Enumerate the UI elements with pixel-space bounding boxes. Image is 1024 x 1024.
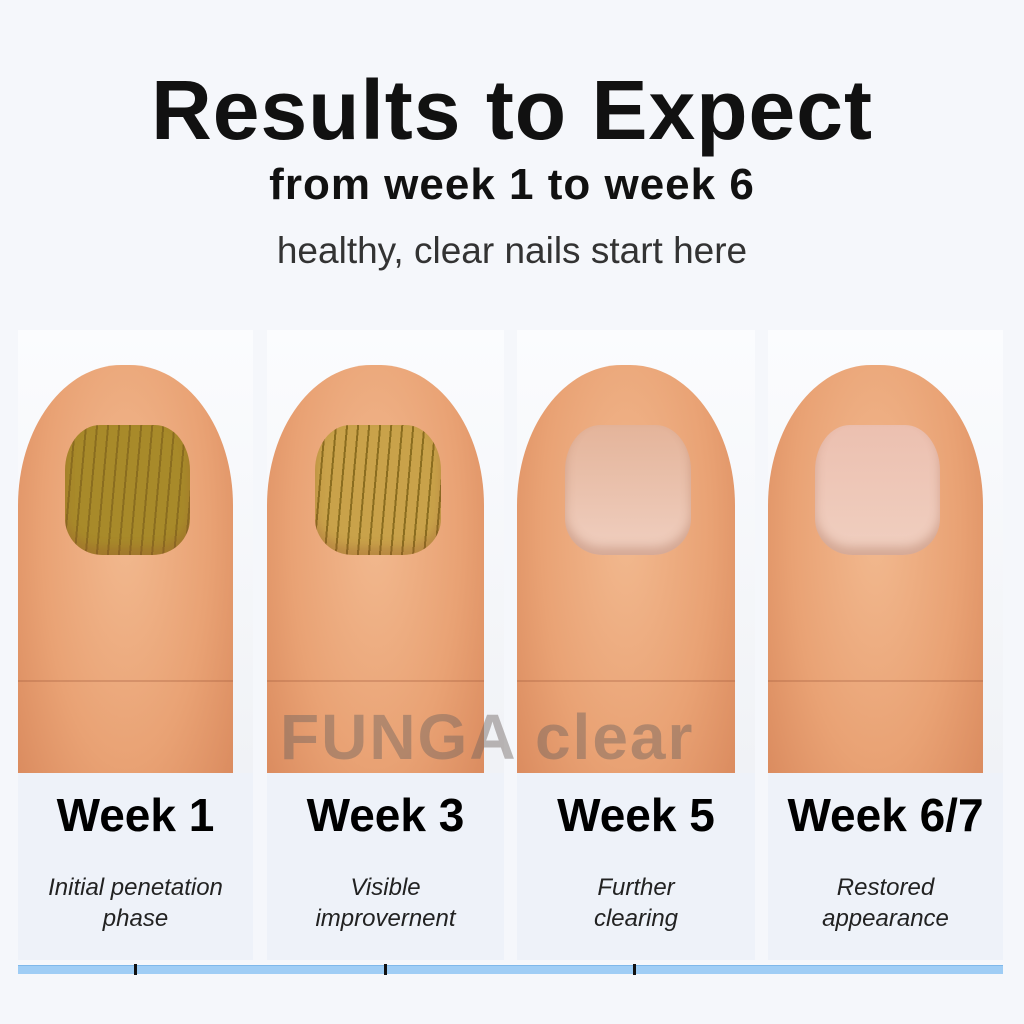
description-line: Initial penetation — [48, 874, 223, 901]
tagline: healthy, clear nails start here — [276, 230, 748, 271]
description-line: phase — [102, 905, 169, 932]
brand-watermark: FUNGA clear — [280, 701, 695, 773]
toe-illustration — [18, 365, 233, 773]
stage-card: Week 1 Initial penetation phase — [18, 330, 253, 960]
timeline-bar — [18, 964, 1003, 975]
toenail — [564, 425, 692, 555]
toe-photo — [517, 330, 755, 773]
stage-label: Week 3 — [306, 789, 465, 841]
description-line: improvernent — [315, 905, 456, 932]
toe-illustration — [517, 365, 735, 773]
toe-illustration — [768, 365, 983, 773]
stage-description: Visible improvernent — [267, 872, 504, 934]
skin-crease — [517, 680, 735, 682]
skin-crease — [768, 680, 983, 682]
stage-card: Week 5 Further clearing — [517, 330, 755, 960]
toenail — [815, 425, 940, 555]
stage-description: Further clearing — [517, 872, 755, 934]
toe-photo — [768, 330, 1003, 773]
stage-description: Restored appearance — [768, 872, 1003, 934]
stage-label: Week 6/7 — [787, 789, 984, 841]
skin-crease — [18, 680, 233, 682]
timeline-tick — [134, 964, 137, 975]
skin-crease — [267, 680, 484, 682]
toenail — [314, 425, 441, 555]
toe-photo — [18, 330, 253, 773]
timeline-tick — [633, 964, 636, 975]
description-line: appearance — [822, 905, 949, 932]
toe-illustration — [267, 365, 484, 773]
description-line: clearing — [593, 905, 679, 932]
description-line: Further — [597, 874, 675, 901]
headline: Results to Expect — [151, 63, 873, 157]
toenail — [65, 425, 190, 555]
stage-card: Week 3 Visible improvernent — [267, 330, 504, 960]
stage-label: Week 5 — [557, 789, 715, 841]
timeline-tick — [384, 964, 387, 975]
stage-label: Week 1 — [56, 789, 215, 841]
toe-photo — [267, 330, 504, 773]
description-line: Restored — [836, 874, 935, 901]
stage-description: Initial penetation phase — [18, 872, 253, 934]
stage-card: Week 6/7 Restored appearance — [768, 330, 1003, 960]
description-line: Visible — [350, 874, 421, 901]
subheadline: from week 1 to week 6 — [269, 160, 755, 209]
